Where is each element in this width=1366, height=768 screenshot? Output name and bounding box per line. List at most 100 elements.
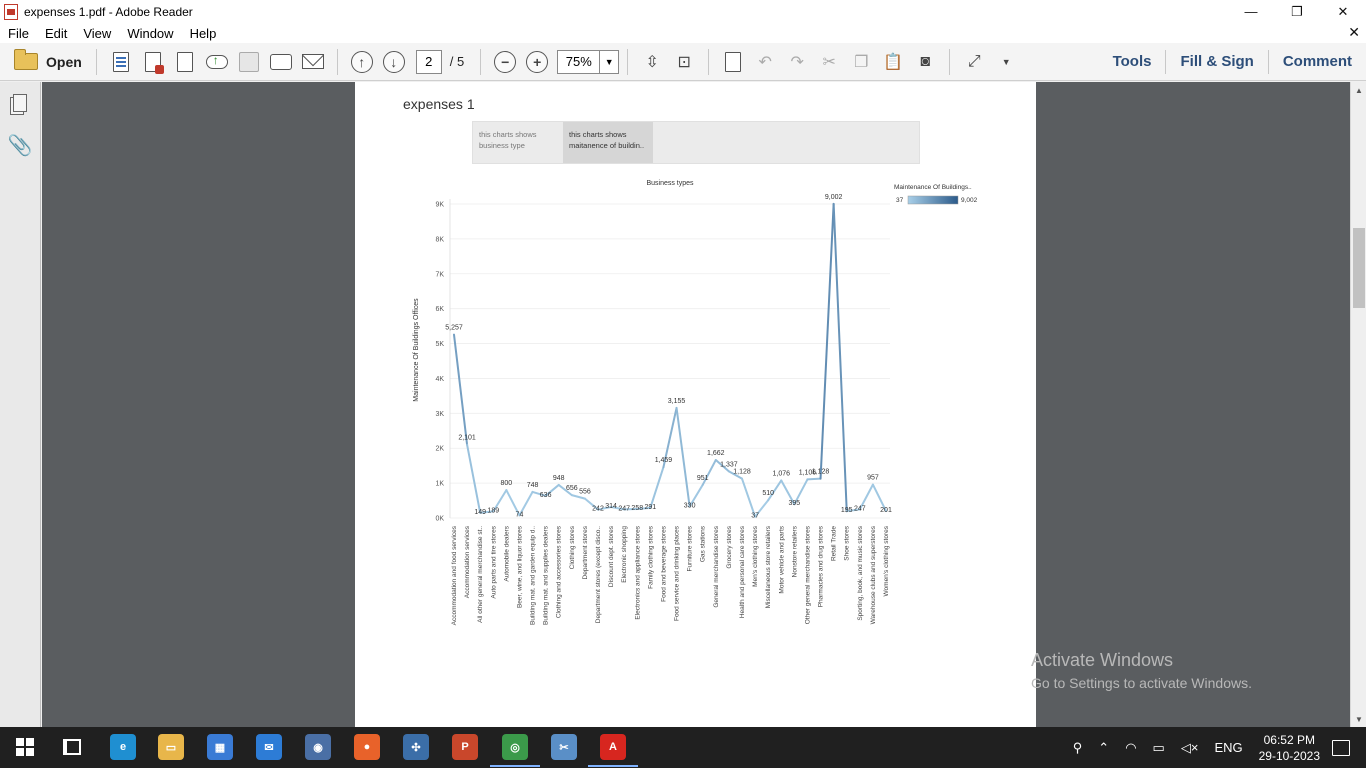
export-pdf-button[interactable] [141, 50, 165, 74]
close-document-button[interactable]: ✕ [1348, 24, 1360, 41]
y-tick-label: 6K [435, 306, 444, 313]
y-tick-label: 0K [435, 516, 444, 523]
zoom-in-button[interactable]: + [525, 50, 549, 74]
data-label: 957 [867, 475, 879, 482]
taskbar-app-firefox[interactable]: ● [354, 734, 380, 760]
clock[interactable]: 06:52 PM 29-10-2023 [1259, 732, 1320, 764]
task-view-button[interactable] [59, 734, 85, 760]
previous-page-button[interactable]: ↑ [350, 50, 374, 74]
spellcheck-button[interactable] [721, 50, 745, 74]
redo-button[interactable]: ↷ [785, 50, 809, 74]
comment-link[interactable]: Comment [1268, 50, 1366, 74]
y-tick-label: 5K [435, 341, 444, 348]
paste-button[interactable]: 📋 [881, 50, 905, 74]
tools-link[interactable]: Tools [1099, 50, 1166, 74]
x-tick-label: General merchandise stores [713, 525, 720, 607]
save-icon [239, 52, 259, 72]
cloud-upload-icon [206, 55, 228, 69]
upload-button[interactable] [205, 50, 229, 74]
email-button[interactable] [301, 50, 325, 74]
chevron-down-icon[interactable]: ▼ [599, 50, 619, 74]
data-label: 1,076 [773, 470, 791, 477]
scroll-up-arrow-icon[interactable]: ▲ [1351, 82, 1366, 98]
data-label: 948 [553, 475, 565, 482]
attachments-button[interactable]: 📎 [10, 134, 30, 156]
taskbar-app-app[interactable]: ◉ [305, 734, 331, 760]
start-button[interactable] [12, 734, 38, 760]
tableau-icon: ✣ [403, 734, 429, 760]
open-label: Open [46, 54, 82, 70]
menu-view[interactable]: View [75, 26, 119, 41]
data-label: 951 [697, 475, 709, 482]
create-pdf-button[interactable] [109, 50, 133, 74]
vertical-scrollbar[interactable]: ▲ ▼ [1350, 82, 1366, 727]
task-view-icon [63, 739, 81, 755]
data-label: 9,002 [825, 194, 843, 201]
snip-icon: ✂ [551, 734, 577, 760]
line-segment [454, 335, 467, 445]
edit-pdf-button[interactable] [173, 50, 197, 74]
fill-sign-link[interactable]: Fill & Sign [1165, 50, 1267, 74]
notification-center-icon[interactable] [1332, 740, 1350, 756]
menu-edit[interactable]: Edit [37, 26, 75, 41]
minimize-button[interactable]: — [1228, 0, 1274, 23]
data-label: 2,101 [458, 435, 476, 442]
watermark-title: Activate Windows [1031, 650, 1252, 671]
snapshot-button[interactable]: ◙ [913, 50, 937, 74]
language-indicator[interactable]: ENG [1214, 740, 1242, 755]
menu-window[interactable]: Window [119, 26, 181, 41]
x-tick-label: Health and personal care stores [739, 525, 746, 618]
tab-maintenance[interactable]: this charts shows maitanence of buildin.… [563, 122, 653, 163]
y-tick-label: 8K [435, 236, 444, 243]
page-thumbnails-button[interactable] [10, 92, 30, 114]
data-label: 1,662 [707, 450, 725, 457]
cut-button[interactable]: ✂ [817, 50, 841, 74]
close-button[interactable]: ✕ [1320, 0, 1366, 23]
taskbar-app-chrome[interactable]: ◎ [502, 734, 528, 760]
taskbar-app-snip[interactable]: ✂ [551, 734, 577, 760]
open-button[interactable]: Open [8, 47, 88, 77]
next-page-button[interactable]: ↓ [382, 50, 406, 74]
wifi-icon[interactable]: ◠ [1125, 740, 1136, 756]
page-total: / 5 [450, 54, 464, 69]
battery-icon[interactable]: ▭ [1153, 740, 1165, 756]
maximize-button[interactable]: ❐ [1274, 0, 1320, 23]
page-number-input[interactable]: 2 [416, 50, 442, 74]
scrollbar-thumb[interactable] [1353, 228, 1365, 308]
taskbar-app-file-explorer[interactable]: ▭ [158, 734, 184, 760]
save-button[interactable] [237, 50, 261, 74]
menu-file[interactable]: File [0, 26, 37, 41]
tab-business-type[interactable]: this charts shows business type [473, 122, 563, 163]
taskbar-app-mail[interactable]: ✉ [256, 734, 282, 760]
full-screen-button[interactable]: ⤢ [962, 50, 986, 74]
x-tick-label: Electronic shopping [621, 526, 628, 583]
fit-page-button[interactable]: ⊡ [672, 50, 696, 74]
copy-button[interactable]: ❐ [849, 50, 873, 74]
scroll-down-arrow-icon[interactable]: ▼ [1351, 711, 1366, 727]
scrolling-mode-button[interactable]: ⇳ [640, 50, 664, 74]
taskbar-app-acrobat[interactable]: A [600, 734, 626, 760]
volume-icon[interactable]: ◁× [1181, 740, 1199, 756]
taskbar-app-powerpoint[interactable]: P [452, 734, 478, 760]
data-label: 395 [789, 500, 801, 507]
toolbar-overflow-button[interactable]: ▼ [994, 50, 1018, 74]
zoom-value[interactable]: 75% [557, 50, 599, 74]
people-icon[interactable]: ⚲ [1073, 740, 1083, 756]
pdf-app-icon [4, 4, 18, 20]
print-button[interactable] [269, 50, 293, 74]
menu-help[interactable]: Help [182, 26, 225, 41]
zoom-select[interactable]: 75% ▼ [557, 50, 619, 74]
minus-icon: − [494, 51, 516, 73]
zoom-out-button[interactable]: − [493, 50, 517, 74]
taskbar-app-tableau[interactable]: ✣ [403, 734, 429, 760]
chevron-up-icon[interactable]: ⌃ [1098, 740, 1109, 756]
x-tick-label: Pharmacies and drug stores [818, 525, 825, 607]
line-chart: Business types Maintenance Of Buildings … [355, 172, 1036, 652]
taskbar-app-edge[interactable]: e [110, 734, 136, 760]
paperclip-icon: 📎 [8, 133, 33, 158]
toolbar-divider [708, 49, 709, 75]
document-area[interactable]: expenses 1 this charts shows business ty… [42, 82, 1350, 727]
undo-button[interactable]: ↶ [753, 50, 777, 74]
taskbar-app-store[interactable]: ▦ [207, 734, 233, 760]
